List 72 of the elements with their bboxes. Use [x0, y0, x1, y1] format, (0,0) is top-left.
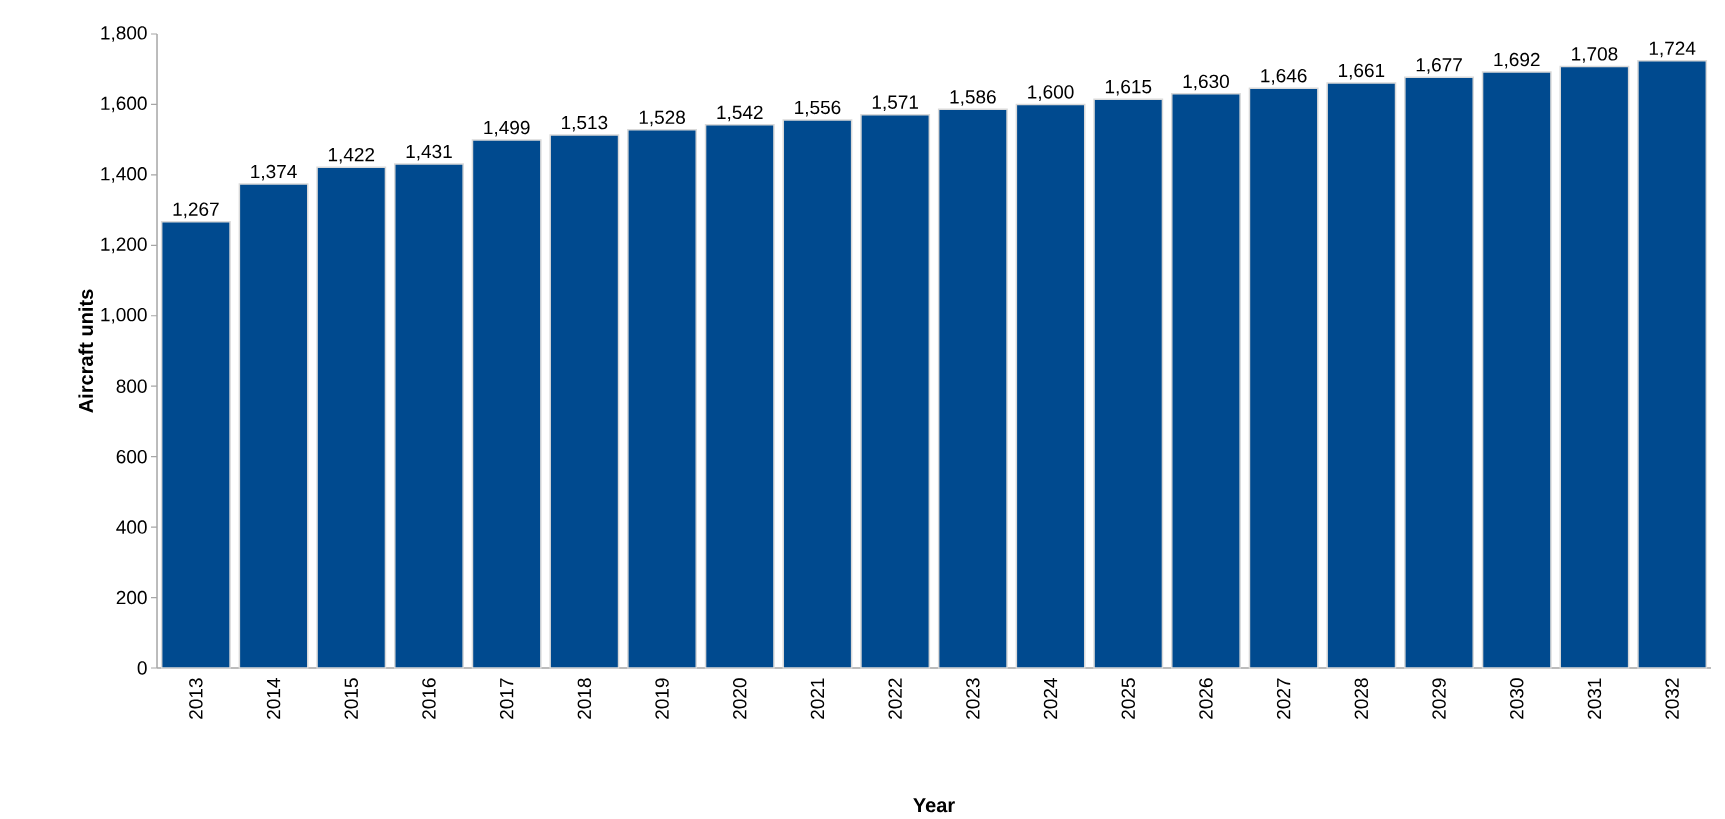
bar	[160, 220, 231, 669]
x-tick-label: 2017	[499, 678, 514, 719]
bar	[549, 134, 620, 669]
bar	[704, 124, 775, 669]
bar	[1326, 82, 1397, 669]
x-tick-label: 2014	[266, 678, 281, 719]
bar	[316, 166, 387, 669]
bar	[394, 163, 464, 669]
x-tick-label: 2027	[1276, 678, 1291, 719]
x-tick-label: 2020	[733, 678, 747, 719]
data-label: 1,692	[1494, 52, 1540, 69]
x-tick-label: 2028	[1354, 678, 1369, 719]
x-tick-label: 2018	[577, 678, 592, 719]
x-tick-label: 2030	[1510, 678, 1524, 719]
data-label: 1,724	[1649, 41, 1696, 58]
bar	[782, 119, 853, 669]
x-tick-label: 2022	[888, 678, 902, 719]
bar	[1171, 93, 1241, 669]
data-label: 1,528	[639, 110, 685, 127]
bar	[627, 129, 697, 669]
data-label: 1,374	[251, 164, 297, 181]
data-label: 1,499	[484, 120, 530, 137]
y-tick-label: 200	[116, 590, 147, 605]
y-tick-label: 400	[116, 520, 147, 534]
data-label: 1,600	[1028, 85, 1074, 101]
x-axis-title: Year	[913, 798, 955, 813]
y-tick-label: 1,200	[101, 237, 147, 254]
bar	[238, 183, 309, 669]
y-axis-title: Aircraft units	[78, 289, 94, 413]
x-tick-label: 2024	[1043, 678, 1058, 719]
data-label: 1,267	[173, 202, 219, 219]
data-label: 1,422	[328, 147, 375, 164]
data-label: 1,571	[872, 95, 918, 112]
bar	[1093, 98, 1164, 669]
bar	[1481, 71, 1552, 669]
y-tick-label: 600	[116, 449, 147, 464]
bar	[1015, 103, 1086, 669]
y-tick-label: 1,600	[101, 96, 147, 113]
x-tick-label: 2032	[1665, 678, 1679, 719]
data-label: 1,646	[1261, 69, 1307, 85]
data-label: 1,661	[1339, 63, 1385, 80]
x-tick-label: 2025	[1121, 678, 1135, 719]
x-tick-label: 2023	[966, 678, 980, 719]
data-label: 1,630	[1183, 74, 1229, 91]
bar	[1248, 87, 1319, 669]
bar	[471, 139, 542, 669]
x-tick-label: 2019	[655, 678, 669, 719]
bar	[1637, 60, 1708, 669]
bar	[1404, 76, 1474, 669]
data-label: 1,431	[406, 144, 452, 161]
x-tick-label: 2016	[422, 678, 436, 719]
data-label: 1,615	[1105, 79, 1152, 96]
y-tick-label: 800	[116, 379, 147, 393]
data-label: 1,677	[1416, 58, 1462, 74]
x-tick-label: 2029	[1432, 678, 1446, 719]
bar	[860, 113, 931, 669]
data-label: 1,708	[1572, 47, 1618, 63]
x-tick-label: 2013	[189, 678, 203, 719]
y-tick-label: 1,000	[101, 307, 147, 324]
y-tick-label: 1,800	[101, 26, 147, 42]
data-label: 1,542	[717, 105, 763, 122]
x-tick-label: 2021	[810, 678, 825, 719]
bar	[1559, 65, 1630, 669]
bar	[937, 108, 1008, 669]
x-tick-label: 2026	[1199, 678, 1213, 719]
data-label: 1,513	[562, 115, 608, 132]
x-tick-label: 2015	[344, 678, 358, 719]
x-tick-label: 2031	[1587, 678, 1602, 719]
y-tick-label: 1,400	[101, 167, 147, 183]
data-label: 1,556	[795, 100, 841, 117]
y-tick-label: 0	[137, 661, 147, 675]
data-label: 1,586	[950, 90, 996, 106]
